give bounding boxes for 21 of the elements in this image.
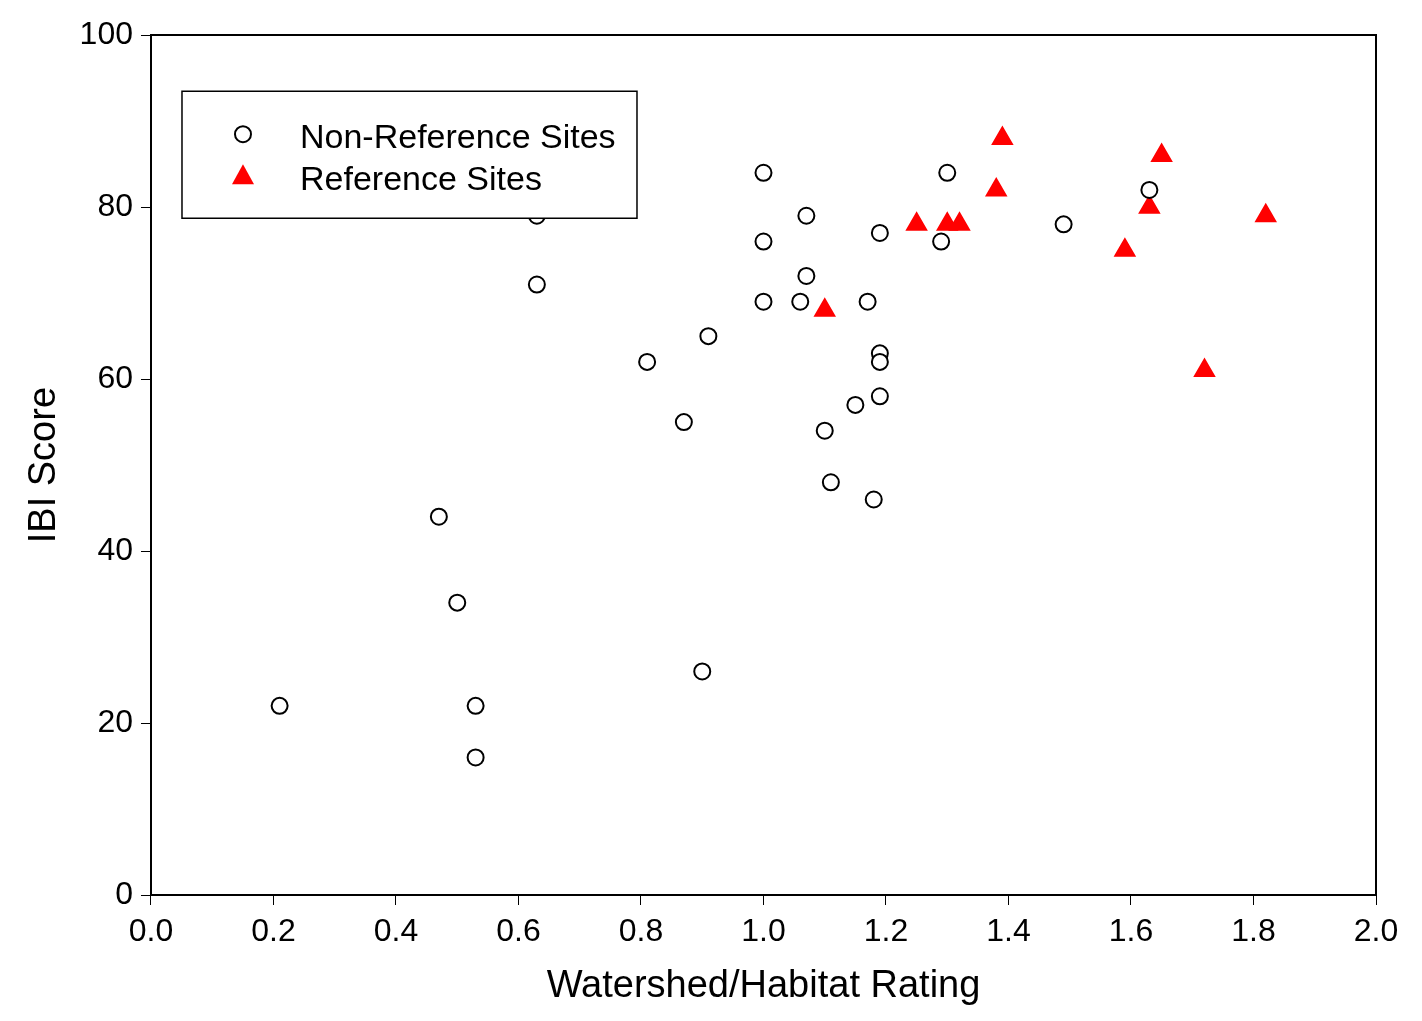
x-axis-title: Watershed/Habitat Rating (546, 962, 981, 1005)
legend-label: Reference Sites (299, 158, 542, 197)
y-tick-label: 40 (97, 530, 133, 567)
y-tick-label: 60 (97, 358, 133, 395)
x-tick-label: 0.4 (373, 912, 419, 949)
x-tick-label: 2.0 (1353, 912, 1399, 949)
y-tick-label: 80 (97, 186, 133, 223)
legend-label: Non-Reference Sites (299, 116, 616, 155)
x-tick-label: 0.8 (618, 912, 664, 949)
y-axis-title: IBI Score (21, 386, 64, 544)
y-tick-label: 20 (97, 702, 133, 739)
x-tick-label: 1.2 (863, 912, 909, 949)
x-tick-label: 1.0 (741, 912, 786, 949)
x-tick-label: 1.8 (1231, 912, 1276, 949)
x-tick-label: 1.4 (986, 912, 1031, 949)
x-tick-label: 0.0 (128, 912, 174, 949)
y-tick-label: 0 (115, 874, 133, 911)
y-tick-label: 100 (79, 15, 133, 52)
x-tick-label: 0.6 (496, 912, 541, 949)
x-tick-label: 1.6 (1108, 912, 1154, 949)
x-tick-label: 0.2 (251, 912, 296, 949)
